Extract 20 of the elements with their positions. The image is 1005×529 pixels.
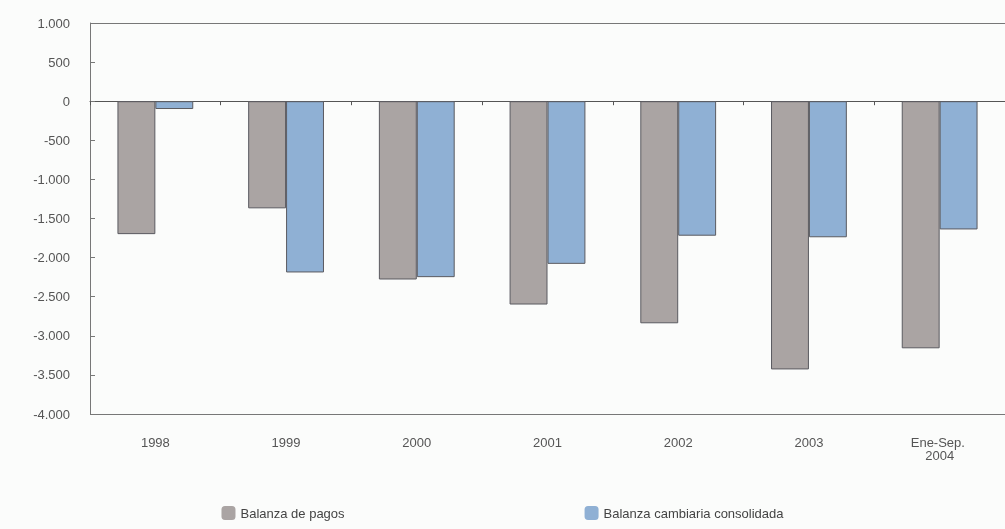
y-tick-label: -1.500	[33, 211, 70, 226]
x-tick-label: 2001	[533, 435, 562, 450]
y-tick-label: -2.000	[33, 250, 70, 266]
legend-label: Balanza cambiaria consolidada	[603, 505, 785, 521]
x-tick-label: 2003	[794, 435, 824, 450]
y-tick-label: -3.000	[33, 328, 70, 344]
legend-label: Balanza de pagos	[240, 505, 346, 521]
y-tick-label: 1.000	[37, 15, 70, 31]
x-tick-label: 2000	[402, 435, 432, 450]
y-tick-label: 0	[62, 93, 70, 109]
y-tick-label: -2.500	[33, 289, 70, 305]
y-tick-label: -1.000	[33, 171, 70, 187]
y-tick-label: -500	[43, 132, 70, 148]
y-tick-label: -4.000	[33, 406, 70, 422]
x-tick-label: Ene-Sep. 2004	[910, 435, 969, 463]
y-tick-label: 500	[48, 54, 70, 70]
x-tick-label: 1998	[140, 435, 170, 450]
x-tick-label: 2002	[663, 435, 693, 450]
x-tick-label: 1999	[271, 435, 301, 450]
y-tick-label: -3.500	[33, 367, 70, 383]
